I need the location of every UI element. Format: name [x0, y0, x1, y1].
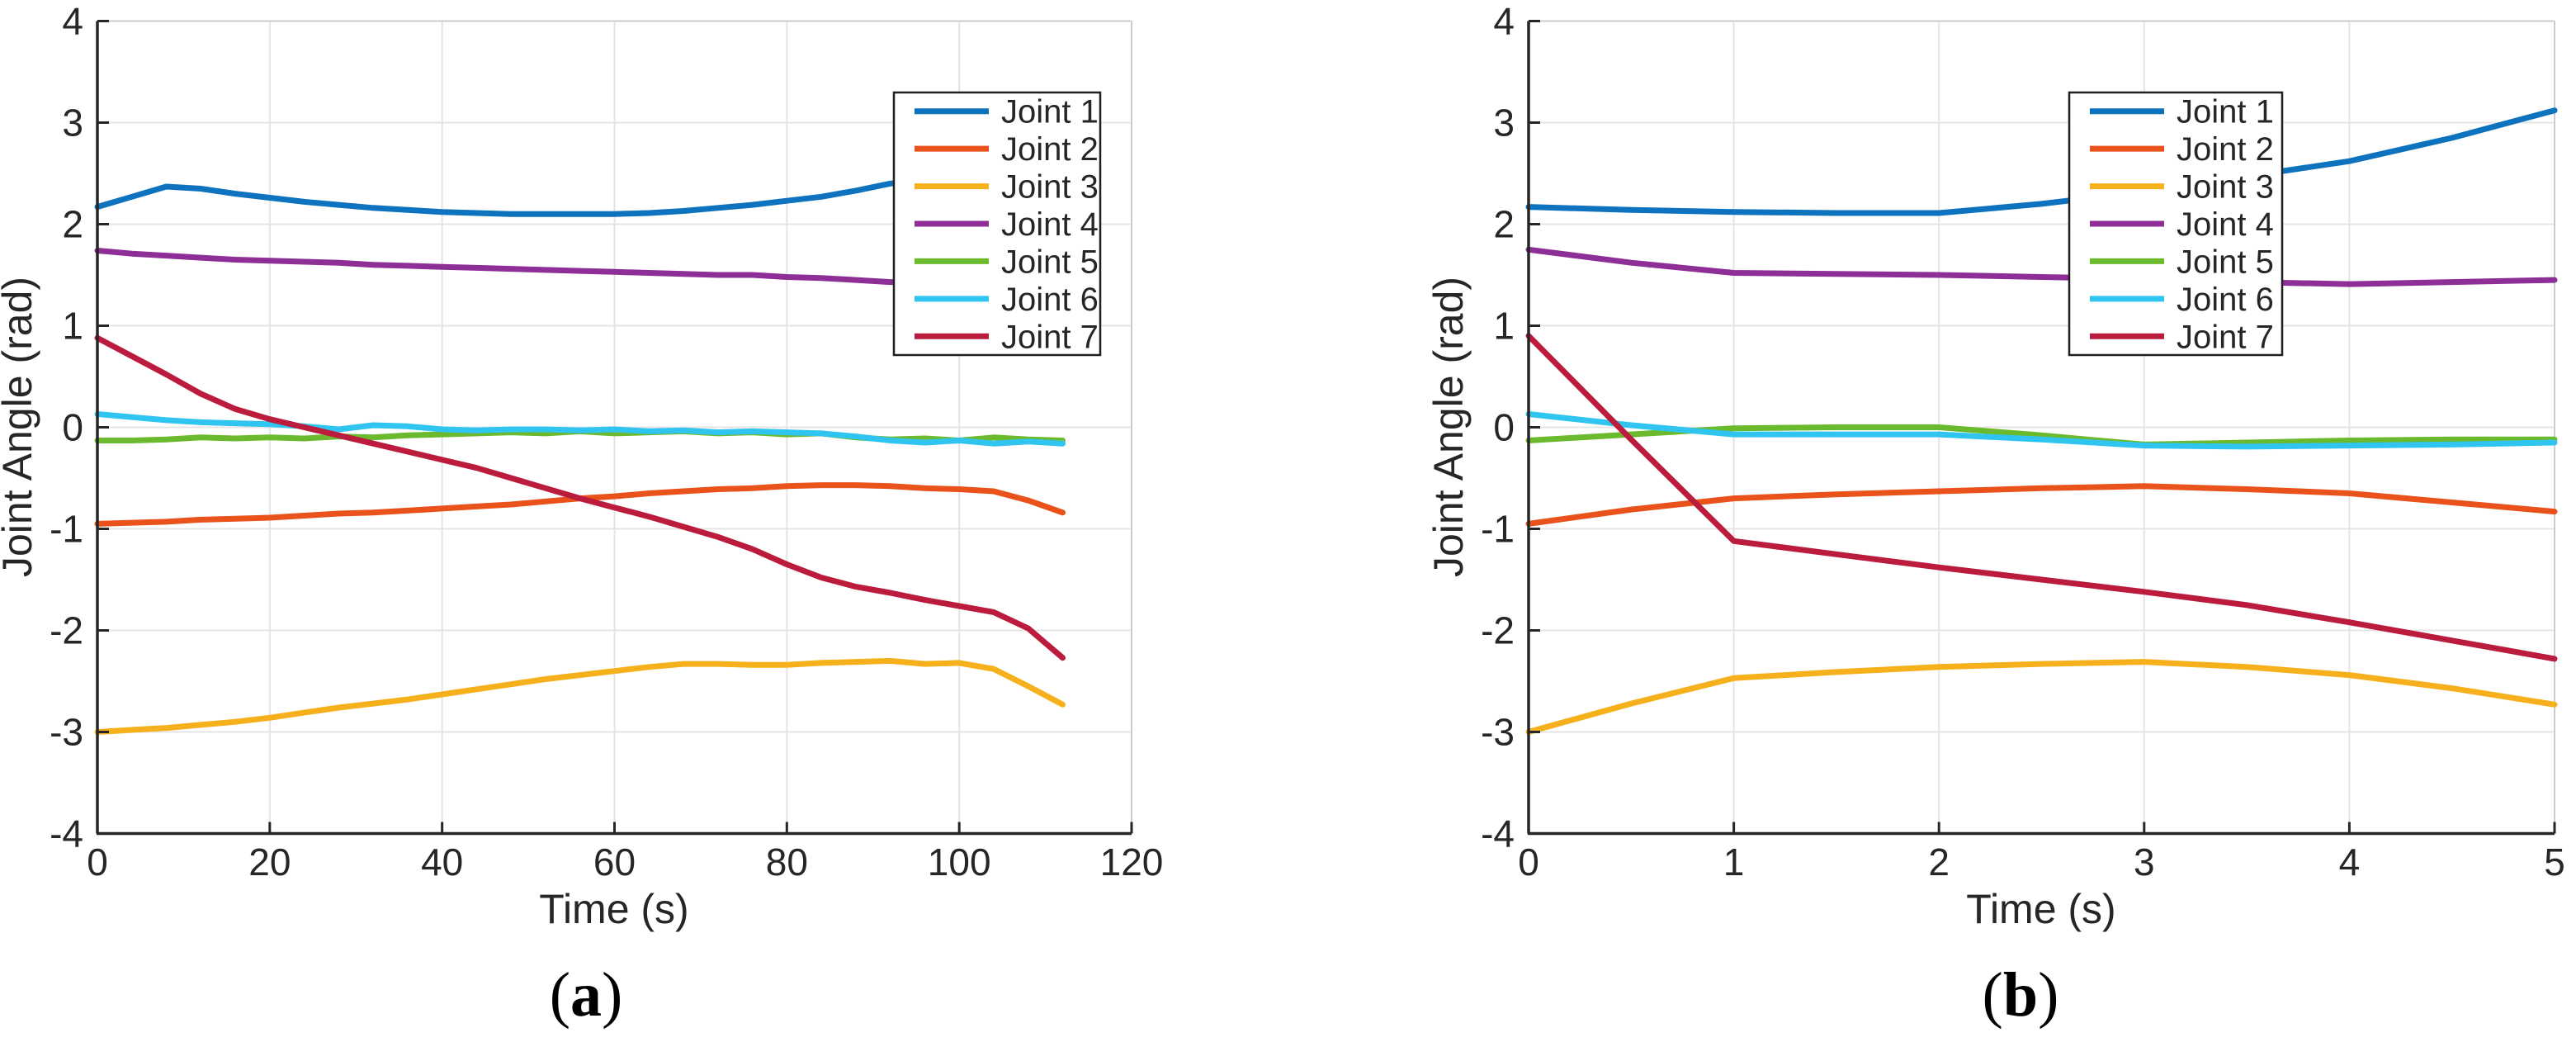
- tick-labels-b: 0 1 2 3 4 5 4 3 2 1 0 -1 -2 -3 -4: [1481, 0, 2565, 883]
- x-tick-label: 120: [1100, 841, 1164, 883]
- tick-labels-a: 0 20 40 60 80 100 120 4 3 2 1 0 -1 -2 -3 -4: [50, 0, 1163, 883]
- x-tick-label: 20: [248, 841, 291, 883]
- series-line-joint-2: [94, 482, 1066, 527]
- legend-label: Joint 7: [2177, 319, 2274, 355]
- x-axis-label-a: Time (s): [539, 886, 688, 932]
- x-tick-label: 3: [2134, 841, 2155, 883]
- legend-label: Joint 5: [1001, 244, 1099, 280]
- axes-b: [1527, 20, 2556, 836]
- x-tick-label: 0: [87, 841, 108, 883]
- y-tick-label: 2: [1493, 203, 1515, 246]
- legend-label: Joint 6: [1001, 282, 1099, 318]
- x-tick-label: 1: [1723, 841, 1745, 883]
- y-tick-label: -1: [1481, 508, 1515, 551]
- x-tick-label: 40: [421, 841, 463, 883]
- series-line-joint-4: [1525, 246, 2558, 287]
- y-tick-label: 4: [62, 0, 83, 43]
- y-tick-label: -2: [1481, 609, 1515, 652]
- legend-label: Joint 3: [2177, 169, 2274, 206]
- series-line-joint-7: [1525, 333, 2558, 662]
- series-b: [1525, 107, 2558, 735]
- legend-label: Joint 1: [1001, 94, 1099, 130]
- chart-panel-b: 0 1 2 3 4 5 4 3 2 1 0 -1 -2 -3 -4 Time (s) Joint Angle…: [1425, 0, 2565, 1030]
- frame-b: [1529, 20, 2555, 834]
- series-line-joint-1: [1525, 107, 2558, 216]
- x-tick-label: 4: [2339, 841, 2361, 883]
- y-tick-label: 0: [1493, 406, 1515, 449]
- y-tick-label: 3: [62, 102, 83, 144]
- series-line-joint-7: [94, 334, 1066, 661]
- x-tick-label: 5: [2544, 841, 2565, 883]
- y-tick-label: 4: [1493, 0, 1515, 43]
- series-line-joint-6: [94, 411, 1066, 447]
- y-tick-label: 3: [1493, 102, 1515, 144]
- y-axis-label-b: Joint Angle (rad): [1425, 277, 1472, 577]
- series-line-joint-3: [94, 657, 1066, 735]
- legend-label: Joint 3: [1001, 169, 1099, 206]
- legend-label: Joint 6: [2177, 282, 2274, 318]
- y-tick-label: -4: [50, 812, 83, 855]
- y-tick-label: -2: [50, 609, 83, 652]
- x-axis-label-b: Time (s): [1966, 886, 2115, 932]
- y-tick-label: -1: [50, 508, 83, 551]
- series-line-joint-2: [1525, 483, 2558, 527]
- x-tick-label: 80: [766, 841, 808, 883]
- y-tick-label: 1: [1493, 305, 1515, 348]
- legend-label: Joint 4: [1001, 206, 1099, 243]
- x-tick-label: 0: [1518, 841, 1539, 883]
- legend-label: Joint 1: [2177, 94, 2274, 130]
- y-tick-label: 0: [62, 406, 83, 449]
- y-tick-label: -3: [50, 711, 83, 754]
- chart-panel-a: 0 20 40 60 80 100 120 4 3 2 1 0 -1 -2 -3 -4 Time (s) Jo…: [0, 0, 1163, 1030]
- caption-a: (a): [550, 960, 623, 1030]
- y-axis-label-a: Joint Angle (rad): [0, 277, 40, 577]
- y-tick-label: -3: [1481, 711, 1515, 754]
- x-tick-label: 2: [1928, 841, 1950, 883]
- legend-label: Joint 2: [2177, 131, 2274, 168]
- series-line-joint-3: [1525, 659, 2558, 735]
- legend-label: Joint 2: [1001, 131, 1099, 168]
- axes-a: [96, 20, 1133, 836]
- frame-a: [97, 20, 1132, 834]
- y-tick-label: -4: [1481, 812, 1515, 855]
- legend-label: Joint 7: [1001, 319, 1099, 355]
- caption-b: (b): [1983, 960, 2059, 1030]
- x-tick-label: 100: [928, 841, 991, 883]
- y-tick-label: 1: [62, 305, 83, 348]
- y-tick-label: 2: [62, 203, 83, 246]
- legend-label: Joint 4: [2177, 206, 2274, 243]
- x-tick-label: 60: [593, 841, 636, 883]
- series-line-joint-6: [1525, 411, 2558, 450]
- legend-label: Joint 5: [2177, 244, 2274, 280]
